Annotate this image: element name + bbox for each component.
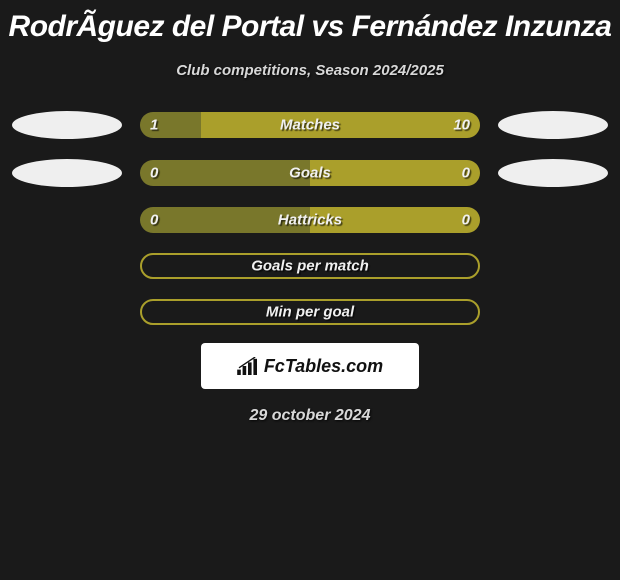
value-right: 0 bbox=[462, 212, 470, 229]
bar-segment-right bbox=[201, 112, 480, 138]
team-badge-left bbox=[12, 111, 122, 139]
stat-bar: 0 0 Goals bbox=[140, 160, 480, 186]
stat-row: 0 0 Hattricks bbox=[0, 207, 620, 233]
value-left: 0 bbox=[150, 212, 158, 229]
comparison-rows: 1 10 Matches 0 0 Goals 0 0 Hattricks Goals per ma… bbox=[0, 111, 620, 325]
stat-label: Goals per match bbox=[251, 258, 369, 275]
stat-bar: Min per goal bbox=[140, 299, 480, 325]
value-right: 0 bbox=[462, 165, 470, 182]
stat-row: Min per goal bbox=[0, 299, 620, 325]
brand-text: FcTables.com bbox=[264, 356, 383, 377]
team-badge-left bbox=[12, 159, 122, 187]
value-left: 1 bbox=[150, 117, 158, 134]
bar-segment-left bbox=[140, 160, 310, 186]
stat-label: Goals bbox=[289, 165, 331, 182]
subtitle: Club competitions, Season 2024/2025 bbox=[0, 62, 620, 79]
stat-bar: 1 10 Matches bbox=[140, 112, 480, 138]
bar-segment-right bbox=[310, 160, 480, 186]
brand-box[interactable]: FcTables.com bbox=[201, 343, 419, 389]
team-badge-right bbox=[498, 159, 608, 187]
stat-row: 1 10 Matches bbox=[0, 111, 620, 139]
value-left: 0 bbox=[150, 165, 158, 182]
stat-label: Min per goal bbox=[266, 304, 354, 321]
stat-row: Goals per match bbox=[0, 253, 620, 279]
stat-bar: Goals per match bbox=[140, 253, 480, 279]
value-right: 10 bbox=[453, 117, 470, 134]
stat-label: Matches bbox=[280, 117, 340, 134]
stat-row: 0 0 Goals bbox=[0, 159, 620, 187]
stat-label: Hattricks bbox=[278, 212, 342, 229]
page-title: RodrÃ­guez del Portal vs Fernández Inzun… bbox=[0, 0, 620, 44]
team-badge-right bbox=[498, 111, 608, 139]
stat-bar: 0 0 Hattricks bbox=[140, 207, 480, 233]
date-label: 29 october 2024 bbox=[0, 407, 620, 425]
chart-icon bbox=[237, 357, 259, 375]
